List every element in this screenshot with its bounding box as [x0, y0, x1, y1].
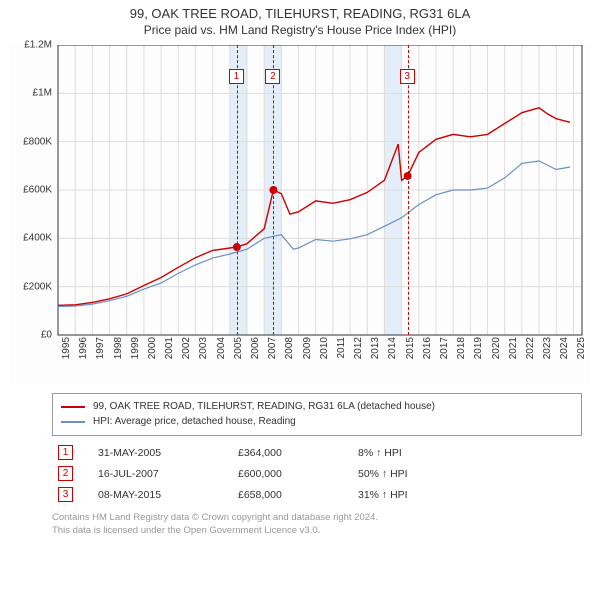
footer-line: Contains HM Land Registry data © Crown c… [52, 511, 582, 524]
sale-date: 08-MAY-2015 [92, 484, 232, 505]
table-row: 2 16-JUL-2007£600,00050% ↑ HPI [52, 463, 582, 484]
legend-swatch [61, 421, 85, 423]
sale-number-badge: 2 [58, 466, 73, 481]
footer-line: This data is licensed under the Open Gov… [52, 524, 582, 537]
page-subtitle: Price paid vs. HM Land Registry's House … [10, 23, 590, 37]
sale-marker-line [273, 45, 274, 335]
legend: 99, OAK TREE ROAD, TILEHURST, READING, R… [52, 393, 582, 436]
sale-marker-line [237, 45, 238, 335]
sale-price: £658,000 [232, 484, 352, 505]
sale-number-badge: 1 [58, 445, 73, 460]
sale-number-badge: 3 [58, 487, 73, 502]
table-row: 3 08-MAY-2015£658,00031% ↑ HPI [52, 484, 582, 505]
x-tick-label: 2025 [576, 337, 596, 369]
legend-swatch [61, 406, 85, 408]
sale-date: 16-JUL-2007 [92, 463, 232, 484]
legend-label: 99, OAK TREE ROAD, TILEHURST, READING, R… [93, 400, 435, 414]
sale-date: 31-MAY-2005 [92, 442, 232, 463]
sale-delta: 50% ↑ HPI [352, 463, 582, 484]
y-tick-label: £1M [10, 88, 52, 99]
y-tick-label: £1.2M [10, 40, 52, 51]
y-tick-label: £0 [10, 330, 52, 341]
line-chart: 123£0£200K£400K£600K£800K£1M£1.2M1995199… [10, 45, 590, 385]
sale-marker-badge: 2 [265, 69, 280, 84]
sale-marker-badge: 3 [400, 69, 415, 84]
sale-price: £600,000 [232, 463, 352, 484]
sale-marker-badge: 1 [229, 69, 244, 84]
legend-item: 99, OAK TREE ROAD, TILEHURST, READING, R… [61, 400, 573, 414]
y-tick-label: £400K [10, 233, 52, 244]
y-tick-label: £600K [10, 185, 52, 196]
table-row: 1 31-MAY-2005£364,0008% ↑ HPI [52, 442, 582, 463]
sale-marker-line [408, 45, 409, 335]
y-tick-label: £200K [10, 281, 52, 292]
legend-item: HPI: Average price, detached house, Read… [61, 415, 573, 429]
sale-price: £364,000 [232, 442, 352, 463]
sales-table: 1 31-MAY-2005£364,0008% ↑ HPI 2 16-JUL-2007… [52, 442, 582, 505]
sale-delta: 8% ↑ HPI [352, 442, 582, 463]
legend-label: HPI: Average price, detached house, Read… [93, 415, 296, 429]
attribution-footer: Contains HM Land Registry data © Crown c… [52, 511, 582, 537]
sale-delta: 31% ↑ HPI [352, 484, 582, 505]
page-title: 99, OAK TREE ROAD, TILEHURST, READING, R… [10, 6, 590, 21]
y-tick-label: £800K [10, 136, 52, 147]
